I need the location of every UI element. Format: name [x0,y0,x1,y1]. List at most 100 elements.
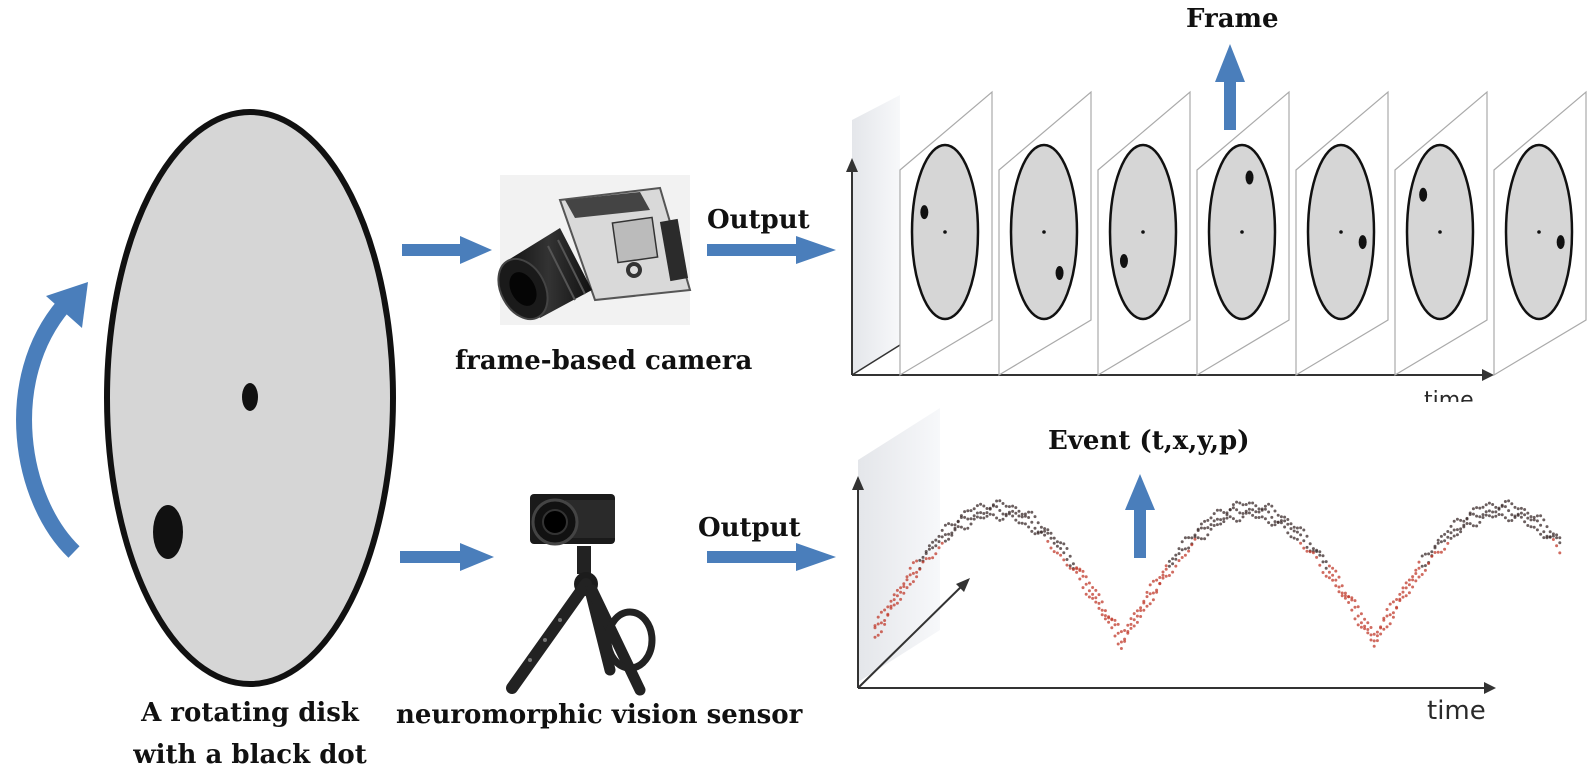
event-point [1292,525,1296,529]
event-point [1481,513,1485,517]
event-point [982,512,986,515]
event-point [947,537,951,541]
event-point [995,516,999,520]
event-point [966,517,970,521]
event-point [1417,575,1421,579]
event-point [1212,512,1216,516]
event-point [1155,578,1159,582]
event-point [1270,523,1274,527]
event-point [1215,508,1219,512]
event-point [1094,600,1098,604]
event-point [895,601,899,605]
event-point [950,531,954,535]
event-point [1407,583,1411,587]
event-point [1167,564,1171,568]
event-point [1427,552,1431,556]
event-point [1167,574,1171,577]
event-point [1158,582,1162,586]
event-point [1097,606,1101,610]
event-point [1372,632,1376,636]
event-point [1359,612,1363,616]
event-point [1148,583,1152,587]
event-point [1235,519,1239,523]
event-point [1273,509,1277,513]
event-point [899,597,903,601]
event-point [1257,507,1261,511]
event-point [1078,577,1082,581]
event-point [1423,568,1427,572]
event-point [1097,593,1101,597]
event-point [1347,595,1351,599]
event-point [1081,574,1085,578]
arrow-disk-to-camera [402,236,492,264]
frame-sequence-plot [846,90,1587,381]
frame-camera-icon [497,175,692,325]
event-point [1151,579,1155,583]
event-point [1017,514,1021,518]
event-point [1203,519,1207,523]
event-point [1532,515,1536,519]
event-point [1263,507,1267,511]
event-point [899,586,903,590]
event-point [1251,501,1255,505]
event-point [1177,552,1181,556]
event-point [1091,586,1095,589]
time-axis-label-top: time [1424,388,1474,402]
event-point [924,552,928,555]
event-point [1491,503,1495,506]
event-point [1513,505,1517,509]
video-frame [998,90,1092,377]
event-point [1539,532,1543,536]
event-point [1420,554,1424,558]
event-point [1180,556,1184,559]
event-point [998,499,1002,503]
event-point [1299,541,1303,545]
event-point [1247,501,1251,505]
event-point [940,535,944,539]
event-point [995,505,999,509]
event-point [1126,623,1130,627]
event-point [1327,576,1331,580]
event-point [1299,533,1303,537]
frame-dot [920,205,929,220]
event-point [1279,515,1283,519]
event-point [1497,507,1501,511]
event-point [1331,566,1335,570]
event-point [1475,506,1479,510]
event-point [943,523,947,527]
event-point [1199,526,1203,530]
event-point [1103,614,1107,618]
event-point [908,566,912,570]
event-point [1238,501,1242,505]
event-point [1510,502,1514,506]
event-point [1539,514,1543,518]
event-point [1507,509,1511,513]
event-point [892,593,896,597]
event-point [1187,536,1191,540]
event-point [1161,570,1165,574]
event-point [1132,612,1136,616]
event-point [1183,553,1187,557]
video-frame [1394,90,1488,377]
event-point [979,511,983,515]
event-point [1318,563,1322,567]
event-point [1401,586,1405,590]
event-point [1555,536,1559,540]
event-point [895,594,899,598]
black-dot [153,505,183,559]
event-point [1443,547,1447,551]
output-label-top: Output [707,205,810,235]
event-point [1558,541,1562,545]
event-point [1414,579,1418,583]
event-point [1411,585,1415,589]
event-point [947,532,951,536]
event-point [1135,620,1139,624]
event-point [1324,574,1328,578]
event-point [876,633,880,637]
event-point [1439,534,1443,538]
event-point [1423,552,1427,556]
event-point [1407,578,1411,582]
event-point [931,540,935,544]
event-point [1155,590,1159,594]
event-point [1174,557,1178,561]
